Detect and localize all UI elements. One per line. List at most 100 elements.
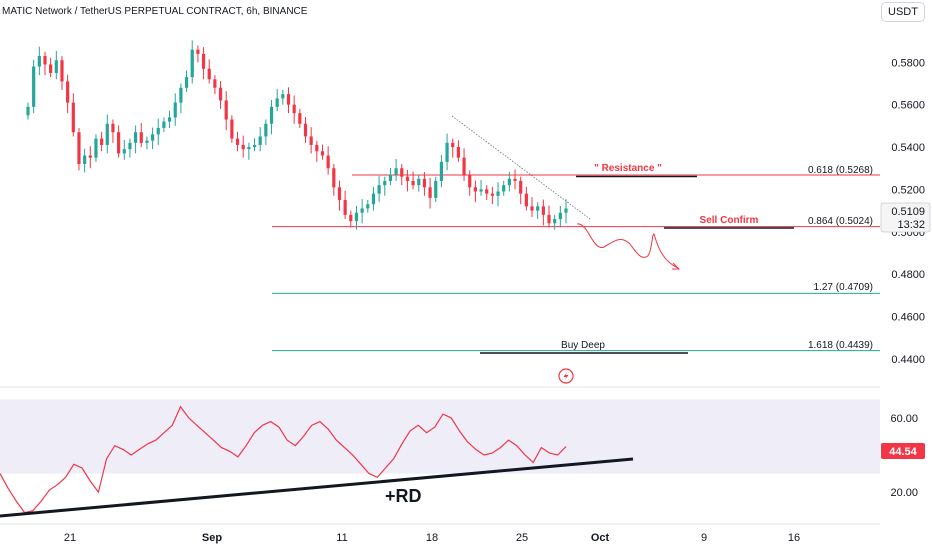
time-tick-label: 25 xyxy=(516,532,528,544)
candle-body xyxy=(230,119,234,139)
candle-countdown: 13:32 xyxy=(897,219,925,231)
candle-body xyxy=(275,98,279,107)
candle-body xyxy=(60,60,64,82)
rsi-value: 44.54 xyxy=(889,446,917,458)
candle-body xyxy=(394,168,398,175)
candle-body xyxy=(167,117,172,122)
level-label-0618: 0.618 (0.5268) xyxy=(808,165,873,176)
candle-body xyxy=(162,121,166,128)
candle-body xyxy=(83,155,87,164)
resistance-label: " Resistance " xyxy=(594,163,662,174)
candle-body xyxy=(105,123,109,145)
candle-body xyxy=(422,178,427,188)
candle-body xyxy=(117,132,121,154)
candle-body xyxy=(213,79,217,88)
candle-body xyxy=(37,56,41,67)
candle-body xyxy=(473,187,477,192)
candle-body xyxy=(417,178,421,186)
candle-body xyxy=(366,204,370,209)
time-tick-label: Sep xyxy=(202,532,222,544)
price-tick-label: 0.5200 xyxy=(891,184,925,196)
candle-body xyxy=(547,214,551,224)
candle-body xyxy=(298,113,302,124)
time-axis-ticks: 21 Sep 11 18 25 Oct 9 16 xyxy=(64,532,800,544)
candle-body xyxy=(400,168,404,177)
candle-body xyxy=(218,87,223,101)
candle-body xyxy=(122,149,126,154)
candle-body xyxy=(337,187,342,200)
candle-body xyxy=(349,214,353,222)
candle-body xyxy=(354,212,359,222)
time-tick-label: 18 xyxy=(426,532,438,544)
candle-body xyxy=(377,185,381,194)
candle-body xyxy=(32,66,36,107)
rd-label: +RD xyxy=(385,486,422,506)
main-pane-bg xyxy=(0,0,880,387)
lightning-icon[interactable] xyxy=(558,368,574,384)
candle-body xyxy=(49,64,53,73)
candle-body xyxy=(332,168,336,188)
time-tick-label: 9 xyxy=(701,532,707,544)
candles xyxy=(26,40,568,230)
candle-body xyxy=(207,68,211,80)
candle-body xyxy=(541,206,545,215)
candle-body xyxy=(553,219,557,224)
candle-body xyxy=(371,193,376,205)
candle-body xyxy=(388,174,393,181)
candle-body xyxy=(496,191,500,196)
sell-confirm-label: Sell Confirm xyxy=(700,215,759,226)
candle-body xyxy=(66,81,70,103)
candle-body xyxy=(43,56,47,65)
candle-body xyxy=(315,144,319,152)
price-tick-label: 0.4800 xyxy=(891,269,925,281)
candle-body xyxy=(184,77,189,88)
candle-body xyxy=(309,136,313,145)
candle-body xyxy=(235,138,240,145)
candle-body xyxy=(502,185,506,192)
candle-body xyxy=(564,208,568,213)
currency-unit-button[interactable]: USDT xyxy=(881,2,925,22)
candle-body xyxy=(258,136,262,145)
rsi-band xyxy=(0,399,880,474)
candle-body xyxy=(201,53,206,69)
candle-body xyxy=(485,189,489,194)
candle-body xyxy=(439,161,444,181)
candle-body xyxy=(383,180,387,186)
candle-body xyxy=(513,178,517,181)
candle-body xyxy=(269,106,274,124)
candle-body xyxy=(71,102,75,133)
rsi-tick-label: 20.00 xyxy=(890,487,918,499)
time-tick-label: Oct xyxy=(591,532,610,544)
candle-body xyxy=(428,187,432,198)
candle-body xyxy=(451,142,455,148)
candle-body xyxy=(445,142,449,162)
candle-body xyxy=(530,206,534,211)
candle-body xyxy=(247,147,251,150)
candle-body xyxy=(281,94,285,99)
candle-body xyxy=(150,134,155,141)
chart-title: MATIC Network / TetherUS PERPETUAL CONTR… xyxy=(2,6,308,17)
candle-body xyxy=(179,87,183,103)
candle-body xyxy=(77,132,81,164)
candle-body xyxy=(519,180,523,194)
candle-body xyxy=(456,147,460,158)
time-tick-label: 21 xyxy=(64,532,76,544)
candle-body xyxy=(156,128,160,135)
level-label-0864: 0.864 (0.5024) xyxy=(808,216,873,227)
level-label-127: 1.27 (0.4709) xyxy=(814,282,874,293)
candle-body xyxy=(411,180,415,186)
time-tick-label: 11 xyxy=(336,532,347,544)
candle-body xyxy=(343,200,347,215)
candle-body xyxy=(507,178,511,186)
candle-body xyxy=(100,138,104,145)
candle-body xyxy=(54,60,58,73)
candle-body xyxy=(434,180,438,198)
last-price-value: 0.5109 xyxy=(891,206,925,218)
rsi-tick-label: 60.00 xyxy=(890,413,918,425)
projected-path xyxy=(576,223,679,269)
candle-body xyxy=(292,104,296,114)
candle-body xyxy=(524,193,528,207)
rsi-line xyxy=(0,405,567,514)
